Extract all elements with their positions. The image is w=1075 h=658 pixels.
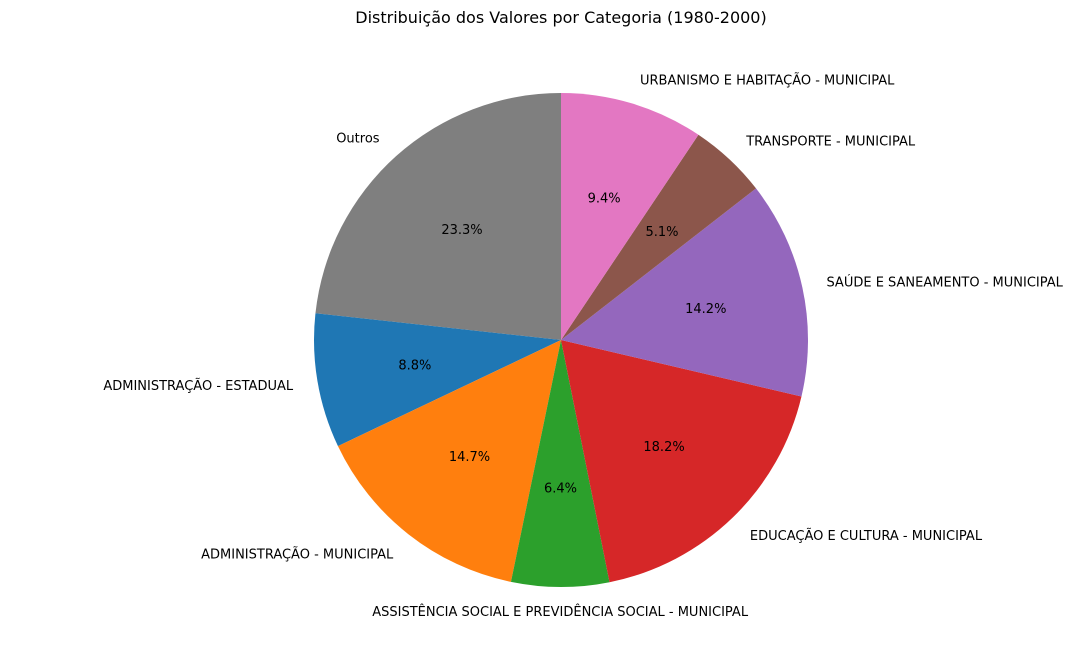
chart-title: Distribuição dos Valores por Categoria (… [355,8,766,27]
pie-category-label-6: TRANSPORTE - MUNICIPAL [745,135,916,150]
pie-category-label-0: Outros [336,131,380,146]
pie-category-label-4: EDUCAÇÃO E CULTURA - MUNICIPAL [750,528,983,544]
pie-pct-label-3: 6.4% [544,482,577,497]
pie-pct-label-6: 5.1% [646,225,679,240]
pie-pct-label-4: 18.2% [643,440,684,455]
pie-slice-2 [337,340,561,582]
pie-slice-0 [315,93,561,340]
pie-category-label-7: URBANISMO E HABITAÇÃO - MUNICIPAL [640,73,895,89]
pie-category-label-5: SAÚDE E SANEAMENTO - MUNICIPAL [826,275,1063,291]
pie-slice-4 [561,340,802,583]
pie-slice-1 [314,313,561,447]
pie-category-label-1: ADMINISTRAÇÃO - ESTADUAL [103,378,294,394]
pie-pct-label-0: 23.3% [441,223,482,238]
pie-category-label-2: ADMINISTRAÇÃO - MUNICIPAL [201,546,394,562]
pie-pct-label-5: 14.2% [685,302,726,317]
pie-slice-6 [561,134,757,340]
pie-pct-label-7: 9.4% [588,192,621,207]
pie-category-label-3: ASSISTÊNCIA SOCIAL E PREVIDÊNCIA SOCIAL … [372,604,749,620]
pie-slices [314,93,809,588]
pie-slice-3 [510,340,610,588]
pie-pct-label-1: 8.8% [398,358,431,373]
pie-slice-5 [561,188,809,397]
pie-slice-7 [561,93,699,340]
pie-labels: 23.3% Outros 8.8% ADMINISTRAÇÃO - ESTADUAL 1… [103,73,1063,621]
pie-pct-label-2: 14.7% [449,450,490,465]
